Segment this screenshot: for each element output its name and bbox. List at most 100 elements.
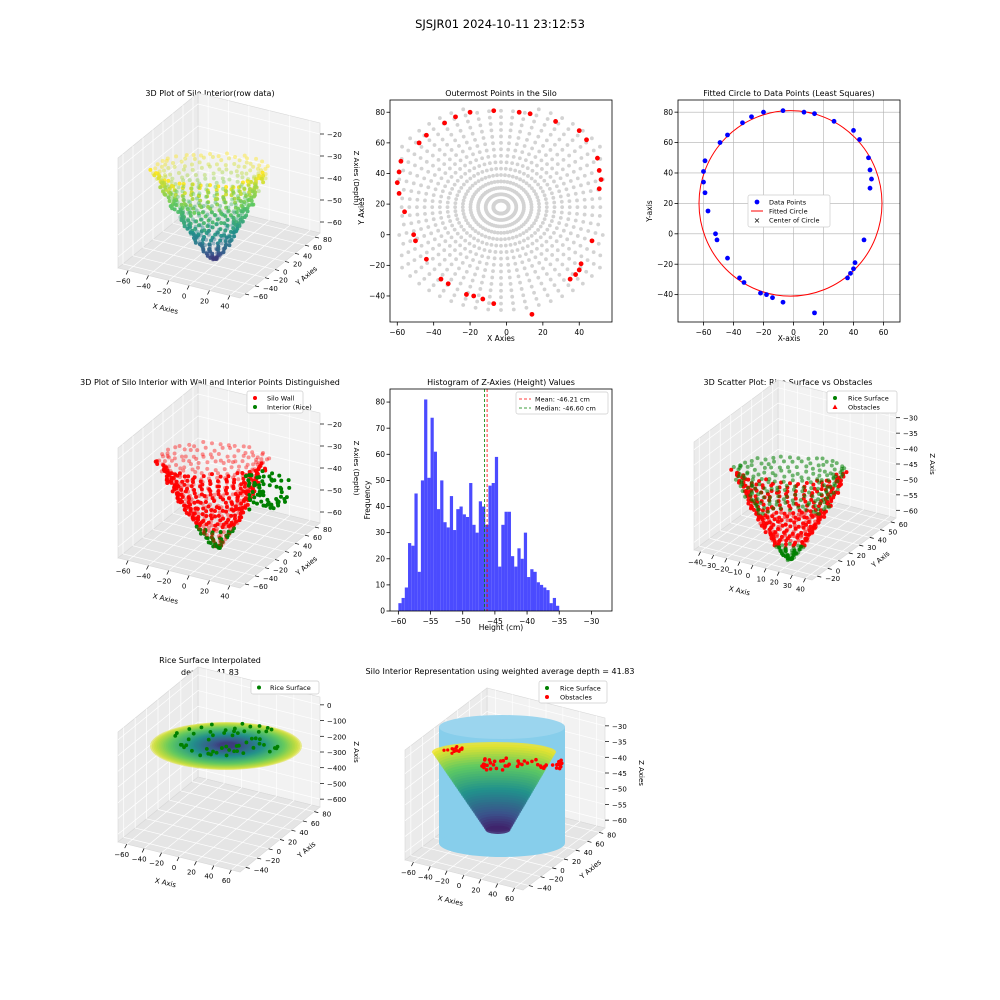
- data-point: [183, 156, 188, 161]
- data-point: [246, 177, 251, 182]
- wall-point: [187, 459, 192, 464]
- wall-point: [231, 513, 236, 518]
- data-point: [455, 231, 460, 236]
- histogram-bar: [449, 496, 454, 611]
- y-tick-label: −40: [537, 885, 552, 893]
- obstacle-point: [785, 518, 790, 523]
- wall-point: [203, 445, 208, 450]
- wall-point: [220, 508, 225, 513]
- data-point: [185, 226, 190, 231]
- data-point: [236, 206, 241, 211]
- y-tick-label: 40: [663, 169, 673, 178]
- data-point: [415, 212, 420, 217]
- rice-point: [774, 502, 779, 507]
- data-point: [230, 184, 235, 189]
- data-point: [453, 138, 458, 143]
- wall-point: [196, 465, 201, 470]
- x-axis-label: X Axies: [152, 302, 179, 316]
- data-point: [582, 173, 587, 178]
- interior-point: [270, 471, 275, 476]
- data-point: [514, 142, 519, 147]
- wall-point: [172, 483, 177, 488]
- x-axis-label: X-axis: [778, 334, 801, 343]
- data-point: [220, 176, 225, 181]
- wall-point: [165, 481, 170, 486]
- z-tick-label: −50: [327, 197, 342, 205]
- data-point: [573, 250, 578, 255]
- data-point: [163, 187, 168, 192]
- data-point: [221, 246, 226, 251]
- data-point: [213, 200, 218, 205]
- data-point: [447, 253, 452, 257]
- wall-point: [216, 452, 221, 457]
- edge-point: [516, 109, 522, 115]
- data-point: [413, 163, 417, 168]
- rice-point: [786, 556, 791, 561]
- data-point: [187, 226, 192, 231]
- x-tick: [790, 574, 793, 580]
- data-point: [433, 187, 438, 192]
- rice-point: [794, 465, 799, 470]
- edge-point: [467, 109, 473, 115]
- rice-point: [745, 464, 750, 469]
- wall-point: [223, 537, 228, 542]
- data-point: [422, 276, 427, 281]
- data-point: [477, 260, 482, 265]
- data-point: [575, 234, 580, 238]
- data-point: [507, 236, 511, 241]
- x-tick-label: 20: [538, 328, 548, 337]
- data-point: [544, 153, 548, 158]
- wall-point: [170, 489, 175, 494]
- data-point: [507, 141, 511, 146]
- wall-point: [233, 513, 238, 518]
- wall-point: [226, 516, 231, 521]
- wall-point: [161, 467, 166, 472]
- data-point: [525, 244, 530, 249]
- wall-point: [240, 471, 245, 476]
- data-point: [561, 181, 566, 186]
- grid-line-y: [422, 846, 541, 878]
- obstacle-point: [503, 764, 508, 768]
- rice-point: [818, 501, 823, 506]
- wall-point: [181, 458, 186, 463]
- rice-point: [834, 461, 839, 466]
- obstacle-point: [791, 530, 796, 535]
- data-point: [537, 149, 542, 154]
- data-point: [256, 171, 261, 176]
- data-point: [192, 157, 197, 162]
- rice-point: [784, 483, 789, 488]
- wall-point: [236, 448, 241, 453]
- wall-point: [195, 448, 200, 453]
- y-tick-label: 20: [663, 199, 673, 208]
- data-point: [198, 217, 203, 222]
- grid-line-z: [117, 103, 321, 170]
- wall-point: [179, 487, 184, 492]
- legend-marker-data-points: [754, 199, 760, 205]
- data-point: [461, 134, 466, 139]
- y-tick-label: 50: [375, 476, 385, 485]
- y-tick: [304, 534, 310, 537]
- wall-point: [259, 457, 264, 462]
- wall-point: [207, 528, 212, 533]
- figure-suptitle: SJSJR01 2024-10-11 23:12:53: [415, 17, 585, 31]
- data-point: [545, 182, 550, 187]
- data-point: [233, 202, 238, 207]
- data-point: [206, 200, 211, 205]
- data-point: [208, 183, 212, 188]
- data-point: [480, 156, 485, 161]
- data-point: [539, 252, 544, 256]
- y-tick: [880, 529, 885, 531]
- wall-point: [213, 523, 218, 528]
- data-point: [585, 152, 590, 157]
- data-point: [224, 223, 229, 228]
- data-point: [540, 243, 544, 248]
- data-point: [473, 305, 478, 310]
- data-point: [465, 231, 469, 235]
- grid-line-y: [122, 263, 246, 295]
- data-point: [527, 152, 531, 157]
- data-point: [588, 189, 593, 194]
- data-point: [196, 201, 201, 206]
- histogram-bar: [533, 571, 537, 611]
- data-point: [249, 198, 254, 203]
- z-tick-label: −40: [327, 175, 342, 183]
